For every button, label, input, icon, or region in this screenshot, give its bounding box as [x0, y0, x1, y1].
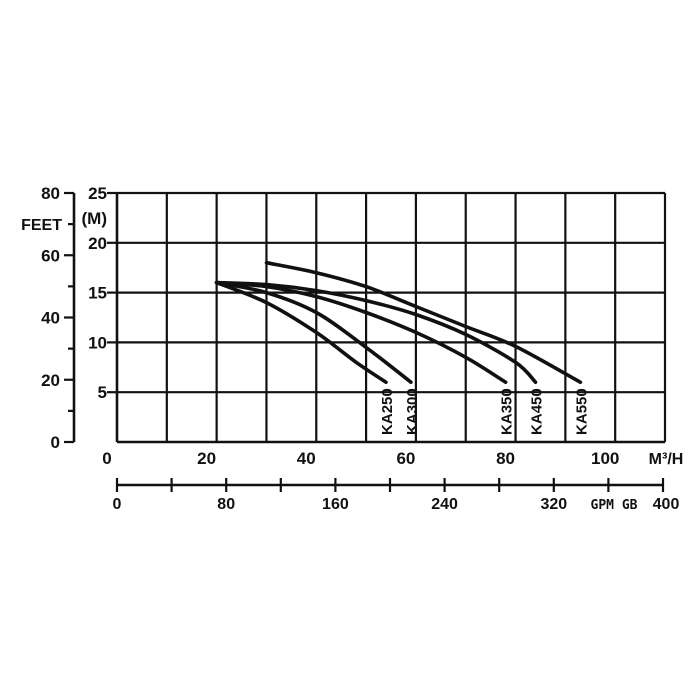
feet-tick-label: 80: [41, 184, 60, 203]
gpm-axis-label: GPM GB: [591, 498, 638, 513]
gpm-tick-label: 80: [217, 496, 235, 513]
y-tick-label: 15: [88, 284, 107, 303]
y-axis-unit-label: (M): [82, 209, 107, 228]
series-label-ka300: KA300: [404, 388, 421, 435]
series-label-ka550: KA550: [573, 388, 590, 435]
curve-ka350: [214, 280, 508, 384]
feet-axis-label: FEET: [21, 217, 62, 234]
x-axis-unit-label: M³/H: [649, 451, 684, 468]
series-label-ka350: KA350: [499, 388, 516, 435]
gpm-tick-label: 160: [322, 496, 349, 513]
gpm-tick-label: 240: [431, 496, 458, 513]
curve-ka250: [214, 280, 388, 384]
gpm-tick-label: 0: [113, 496, 122, 513]
feet-tick-label: 60: [41, 246, 60, 265]
x-tick-label: 60: [396, 449, 415, 468]
gpm-tick-label: 400: [653, 496, 680, 513]
curve-ka550: [264, 260, 583, 384]
x-tick-label: 80: [496, 449, 515, 468]
series-label-ka450: KA450: [528, 388, 545, 435]
gpm-tick-label: 320: [540, 496, 567, 513]
y-tick-label: 25: [88, 184, 107, 203]
y-tick-label: 20: [88, 234, 107, 253]
feet-tick-label: 40: [41, 309, 60, 328]
x-tick-label: 0: [102, 449, 111, 468]
x-tick-label: 40: [297, 449, 316, 468]
plot-grid: [117, 191, 667, 442]
series-label-ka250: KA250: [379, 388, 396, 435]
x-tick-label: 100: [591, 449, 619, 468]
y-tick-label: 10: [88, 333, 107, 352]
feet-tick-label: 0: [51, 433, 60, 452]
curve-ka300: [214, 280, 413, 384]
curve-ka450: [214, 280, 538, 384]
x-tick-label: 20: [197, 449, 216, 468]
y-tick-label: 5: [98, 383, 107, 402]
feet-tick-label: 20: [41, 371, 60, 390]
